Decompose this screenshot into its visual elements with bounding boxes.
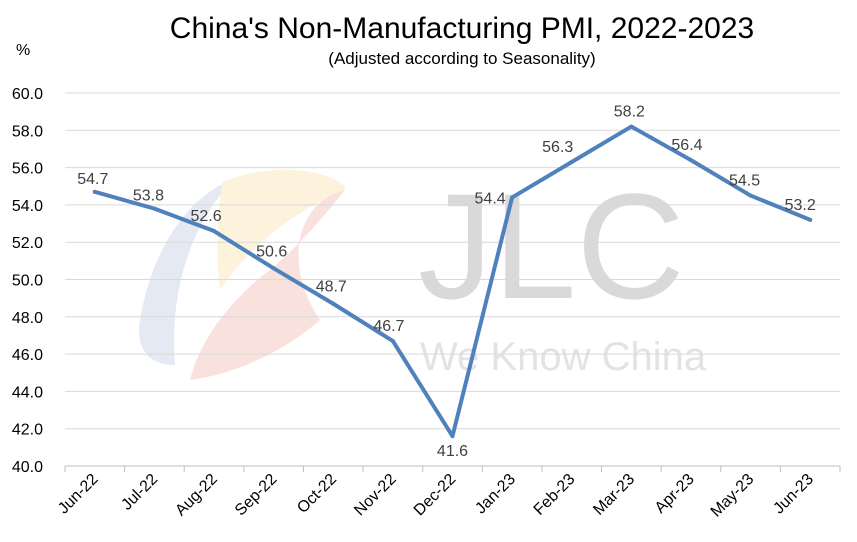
- data-label: 41.6: [437, 443, 468, 460]
- data-point: [212, 229, 217, 234]
- axes: [64, 465, 841, 472]
- x-tick-label: Apr-23: [652, 471, 698, 517]
- data-label: 54.4: [475, 190, 506, 207]
- y-tick-label: 60.0: [12, 86, 43, 103]
- y-tick-label: 52.0: [12, 235, 43, 252]
- data-point: [152, 206, 157, 211]
- y-tick-label: 56.0: [12, 161, 43, 178]
- y-tick-label: 58.0: [12, 123, 43, 140]
- series-line: [92, 124, 813, 439]
- x-tick-label: Nov-22: [351, 471, 400, 520]
- y-tick-label: 48.0: [12, 310, 43, 327]
- y-tick-labels: 40.0 42.0 44.0 46.0 48.0 50.0 52.0 54.0 56.0 58.0…: [12, 86, 43, 476]
- data-label: 56.4: [671, 137, 702, 154]
- data-label: 46.7: [373, 318, 404, 335]
- x-tick-label: Sep-22: [232, 471, 281, 520]
- x-tick-label: Jun-22: [55, 471, 102, 518]
- x-tick-label: Jan-23: [472, 471, 519, 518]
- data-point: [390, 339, 395, 344]
- data-point: [92, 189, 97, 194]
- x-tick-label: Oct-22: [294, 471, 340, 517]
- x-tick-label: Jun-23: [770, 471, 817, 518]
- data-point: [748, 193, 753, 198]
- watermark-logo-text: JLC: [418, 162, 685, 330]
- data-point: [629, 124, 634, 129]
- data-label: 54.7: [77, 171, 108, 188]
- x-tick-label: Jul-22: [118, 471, 161, 514]
- y-axis-unit: %: [16, 42, 30, 59]
- watermark-tagline: We Know China: [420, 335, 707, 379]
- data-label: 52.6: [190, 208, 221, 225]
- x-tick-label: Feb-23: [531, 471, 579, 519]
- y-tick-label: 42.0: [12, 422, 43, 439]
- x-tick-label: May-23: [708, 471, 758, 521]
- watermark-swoosh-yellow: [217, 169, 346, 290]
- y-tick-label: 40.0: [12, 459, 43, 476]
- x-tick-label: Mar-23: [590, 471, 638, 519]
- data-point: [331, 301, 336, 306]
- y-tick-label: 54.0: [12, 198, 43, 215]
- data-point: [510, 195, 515, 200]
- data-label: 48.7: [316, 279, 347, 296]
- data-point: [808, 217, 813, 222]
- x-tick-label: Aug-22: [172, 471, 221, 520]
- watermark-swoosh-red: [190, 190, 345, 380]
- data-label: 50.6: [256, 243, 287, 260]
- y-tick-label: 46.0: [12, 347, 43, 364]
- chart-title: China's Non-Manufacturing PMI, 2022-2023: [170, 12, 754, 45]
- data-label: 54.5: [729, 173, 760, 190]
- data-label: 53.8: [133, 188, 164, 205]
- data-label: 53.2: [785, 197, 816, 214]
- jlc-watermark: JLC We Know China: [139, 162, 707, 380]
- y-tick-label: 44.0: [12, 384, 43, 401]
- data-point: [569, 160, 574, 165]
- data-point: [450, 434, 455, 439]
- x-tick-labels: Jun-22 Jul-22 Aug-22 Sep-22 Oct-22 Nov-22 Dec-…: [55, 471, 817, 521]
- data-label: 58.2: [614, 104, 645, 121]
- data-labels: 54.7 53.8 52.6 50.6 48.7 46.7 41.6 54.4 56.3 58.2…: [77, 104, 816, 461]
- watermark-swoosh-blue: [139, 178, 235, 365]
- data-point: [688, 158, 693, 163]
- x-tick-label: Dec-22: [411, 471, 460, 520]
- y-tick-label: 50.0: [12, 273, 43, 290]
- data-label: 56.3: [542, 139, 573, 156]
- data-point: [271, 266, 276, 271]
- chart-subtitle: (Adjusted according to Seasonality): [328, 49, 595, 68]
